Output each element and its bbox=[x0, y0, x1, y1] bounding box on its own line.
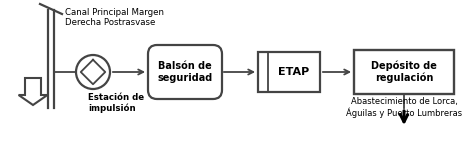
Polygon shape bbox=[18, 78, 47, 105]
Bar bbox=[258, 52, 320, 92]
Bar bbox=[354, 50, 454, 94]
Text: Estación de
impulsión: Estación de impulsión bbox=[88, 93, 144, 113]
Text: Canal Principal Margen
Derecha Postrasvase: Canal Principal Margen Derecha Postrasva… bbox=[65, 8, 164, 27]
Text: Depósito de
regulación: Depósito de regulación bbox=[371, 61, 437, 83]
Text: Abastecimiento de Lorca,
Águilas y Puerto Lumbreras: Abastecimiento de Lorca, Águilas y Puert… bbox=[346, 97, 462, 118]
Text: ETAP: ETAP bbox=[278, 67, 310, 77]
Text: Balsón de
seguridad: Balsón de seguridad bbox=[157, 61, 213, 83]
FancyBboxPatch shape bbox=[148, 45, 222, 99]
